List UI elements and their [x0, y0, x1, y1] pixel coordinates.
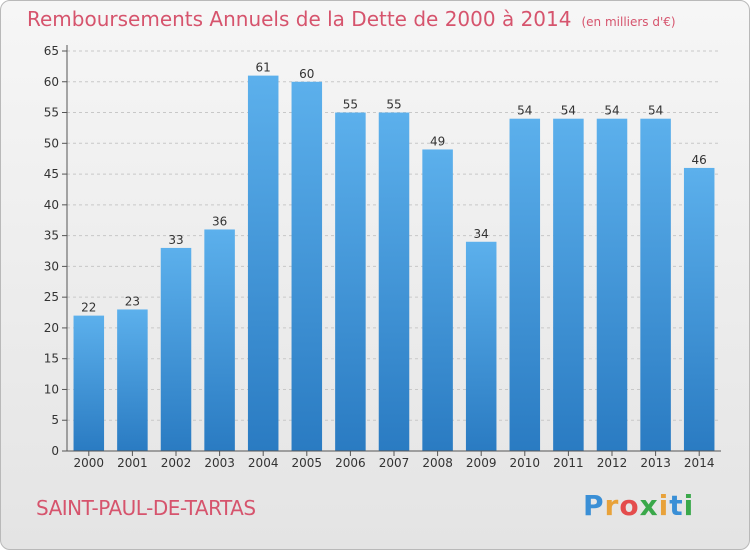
bar-value-label: 49: [430, 134, 445, 148]
bar: [247, 75, 279, 451]
bar-value-label: 54: [604, 104, 619, 118]
bar-value-label: 22: [81, 301, 96, 315]
x-tick-label: 2013: [640, 456, 671, 470]
x-tick-label: 2012: [597, 456, 628, 470]
bar: [73, 315, 105, 451]
bar-value-label: 36: [212, 214, 227, 228]
y-tick-label: 35: [44, 229, 59, 243]
bar-value-label: 33: [168, 233, 183, 247]
bar: [117, 309, 148, 451]
x-tick-label: 2005: [292, 456, 323, 470]
bar-value-label: 61: [256, 61, 271, 75]
bar-value-label: 60: [299, 67, 314, 81]
y-tick-label: 60: [44, 75, 59, 89]
bar-value-label: 54: [648, 104, 663, 118]
x-tick-label: 2003: [204, 456, 235, 470]
bar: [509, 118, 541, 451]
y-tick-label: 65: [44, 44, 59, 58]
logo-letter: x: [639, 489, 659, 522]
axes: [66, 45, 721, 452]
bar-value-label: 55: [343, 98, 358, 112]
x-tick-label: 2010: [510, 456, 541, 470]
y-tick-label: 5: [51, 413, 59, 427]
logo-letter: o: [619, 489, 640, 522]
chart-title: Remboursements Annuels de la Dette de 20…: [27, 7, 676, 31]
bar: [291, 81, 323, 452]
y-tick-label: 45: [44, 167, 59, 181]
y-tick-label: 30: [44, 259, 59, 273]
logo-letter: P: [583, 489, 605, 522]
bar: [160, 247, 192, 451]
x-tick-label: 2011: [553, 456, 584, 470]
x-tick-label: 2002: [161, 456, 192, 470]
y-axis-ticks: 0 5 10 15 20 25 30 35 40 45 50 55 60 65: [44, 44, 67, 458]
bar-value-label: 23: [125, 294, 140, 308]
bar-value-label: 55: [386, 98, 401, 112]
bars: [73, 75, 715, 452]
town-name: SAINT-PAUL-DE-TARTAS: [36, 496, 256, 520]
chart-unit: (en milliers d'€): [581, 15, 676, 29]
x-tick-label: 2007: [379, 456, 410, 470]
bar: [422, 149, 453, 451]
y-tick-label: 10: [44, 382, 59, 396]
value-labels: 22 23 33 36 61 60 55 55 49 34 54 54 54 54 46: [81, 61, 707, 315]
bar-value-label: 54: [561, 104, 576, 118]
x-axis-labels: 2000 2001 2002 2003 2004 2005 2006 2007 2008 2009…: [74, 451, 715, 470]
x-tick-label: 2000: [74, 456, 105, 470]
bar: [204, 229, 235, 451]
proxiti-logo: Proxiti: [583, 489, 694, 522]
x-tick-label: 2014: [684, 456, 715, 470]
x-tick-label: 2001: [117, 456, 148, 470]
bar: [335, 112, 366, 452]
logo-letter: i: [658, 489, 670, 522]
bar: [465, 241, 497, 451]
bar: [640, 118, 671, 451]
y-tick-label: 20: [44, 321, 59, 335]
y-tick-label: 15: [44, 352, 59, 366]
y-tick-label: 55: [44, 106, 59, 120]
x-tick-label: 2004: [248, 456, 279, 470]
bar: [378, 112, 410, 452]
chart-title-text: Remboursements Annuels de la Dette de 20…: [27, 7, 572, 31]
bar-value-label: 34: [474, 227, 489, 241]
y-tick-label: 50: [44, 136, 59, 150]
logo-letter: r: [604, 489, 620, 522]
logo-letter: t: [669, 489, 684, 522]
bar-value-label: 54: [517, 104, 532, 118]
bar: [596, 118, 628, 451]
y-tick-label: 25: [44, 290, 59, 304]
x-tick-label: 2008: [422, 456, 453, 470]
y-tick-label: 0: [51, 444, 59, 458]
x-tick-label: 2009: [466, 456, 497, 470]
bar-value-label: 46: [692, 153, 707, 167]
y-tick-label: 40: [44, 198, 59, 212]
bar: [553, 118, 584, 451]
bar: [683, 167, 715, 451]
logo-letter: i: [683, 489, 695, 522]
x-tick-label: 2006: [335, 456, 366, 470]
